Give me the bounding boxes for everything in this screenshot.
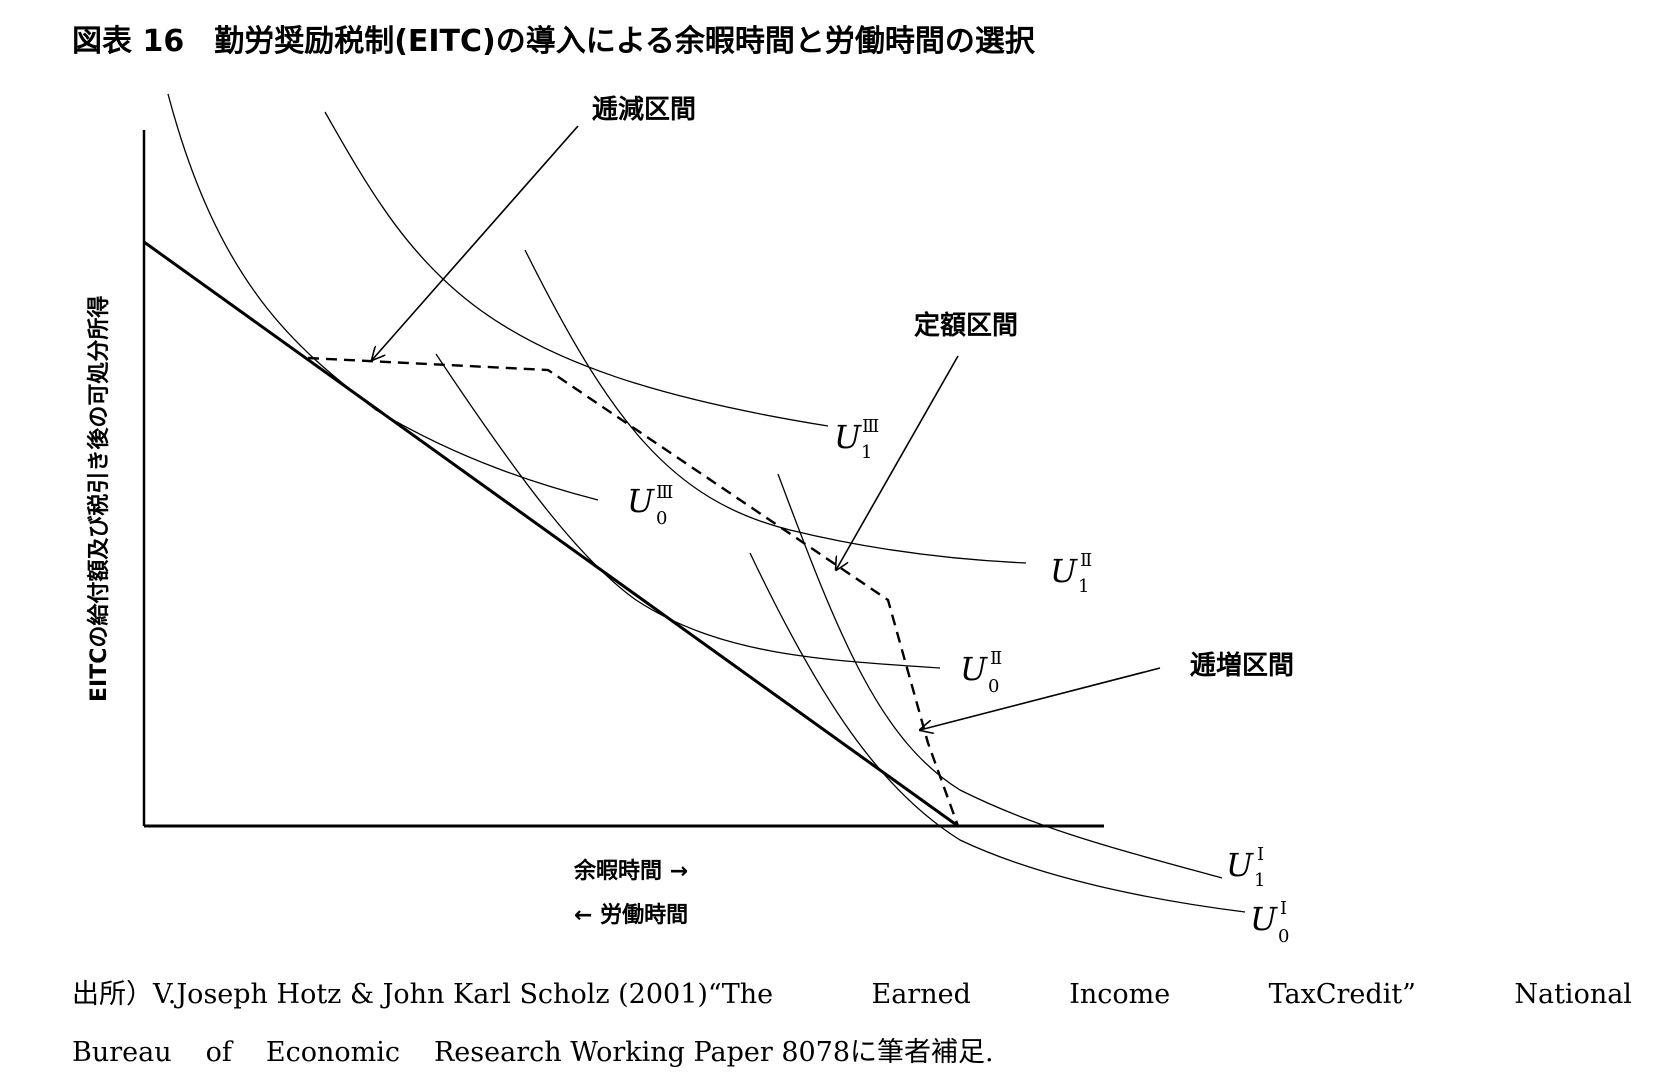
source-text: Economic [265, 1037, 400, 1068]
label-phase-in: 逓増区間 [1190, 651, 1294, 681]
label-phase-out: 逓減区間 [592, 95, 696, 125]
indifference-curve-u0-ii [435, 353, 941, 669]
x-axis-label-leisure: 余暇時間 → [573, 858, 688, 884]
curve-label-sup: Ⅲ [656, 482, 673, 503]
indifference-curve-u0-i [749, 552, 1246, 913]
curve-label-sup: I [1257, 844, 1264, 865]
budget-line [143, 240, 959, 828]
y-axis-label: EITCの給付額及び税引き後の可処分所得 [86, 296, 112, 702]
curve-label-u1-ii: U 1 Ⅱ [1050, 550, 1092, 597]
indifference-curve-u1-ii [524, 249, 1027, 564]
curve-label-u0-i: U 0 I [1250, 898, 1289, 947]
source-text: Earned [871, 979, 971, 1010]
curve-label-u0-iii: U 0 Ⅲ [627, 482, 673, 529]
curve-label-main: U [960, 650, 988, 688]
indifference-curve-u0-iii [167, 93, 599, 501]
arrow-phase-in [920, 667, 1161, 730]
curve-label-u1-i: U 1 I [1226, 844, 1265, 891]
curve-label-sub: 0 [656, 508, 667, 529]
source-text: Research Working Paper 8078に筆者補足. [433, 1037, 994, 1068]
curve-label-main: U [1050, 552, 1078, 590]
source-text: Bureau [72, 1037, 172, 1068]
curve-label-sup: Ⅱ [1080, 550, 1092, 571]
source-text: National [1514, 979, 1632, 1010]
curve-label-sub: 0 [988, 676, 999, 697]
eitc-budget-line [307, 356, 960, 827]
figure-title: 図表 16 勤労奨励税制(EITC)の導入による余暇時間と労働時間の選択 [72, 24, 1035, 59]
source-text: 出所）V.Joseph Hotz & John Karl Scholz (200… [72, 979, 774, 1010]
curve-label-u1-iii: U 1 Ⅲ [834, 416, 879, 463]
arrow-phase-out [372, 125, 579, 360]
curve-label-main: U [1226, 846, 1254, 884]
curve-label-main: U [627, 482, 655, 520]
source-text: TaxCredit” [1268, 979, 1416, 1010]
source-line-1: 出所）V.Joseph Hotz & John Karl Scholz (200… [72, 966, 1632, 1024]
arrow-plateau [836, 355, 959, 570]
curve-label-sup: Ⅱ [990, 648, 1002, 669]
curve-label-sub: 1 [1078, 576, 1089, 597]
indifference-curve-u1-i [777, 473, 1223, 879]
x-axis-label-work: ← 労働時間 [574, 902, 688, 928]
curve-label-sub: 1 [1254, 870, 1265, 891]
curve-label-sup: I [1280, 898, 1287, 919]
source-text: Income [1069, 979, 1171, 1010]
curve-label-sub: 0 [1278, 926, 1289, 947]
indifference-curve-u1-iii [324, 111, 829, 427]
source-line-2: Bureau of Economic Research Working Pape… [72, 1024, 1632, 1082]
curve-label-main: U [1250, 900, 1278, 938]
curve-label-main: U [834, 418, 862, 456]
source-text: of [205, 1037, 232, 1068]
curve-label-sup: Ⅲ [862, 416, 879, 437]
source-note: 出所）V.Joseph Hotz & John Karl Scholz (200… [72, 966, 1632, 1082]
label-plateau: 定額区間 [914, 310, 1018, 341]
curve-label-sub: 1 [861, 442, 872, 463]
curve-label-u0-ii: U 0 Ⅱ [960, 648, 1002, 697]
eitc-diagram: 逓減区間 定額区間 逓増区間 EITCの給付額及び税引き後の可処分所得 余暇時間… [86, 93, 1294, 947]
